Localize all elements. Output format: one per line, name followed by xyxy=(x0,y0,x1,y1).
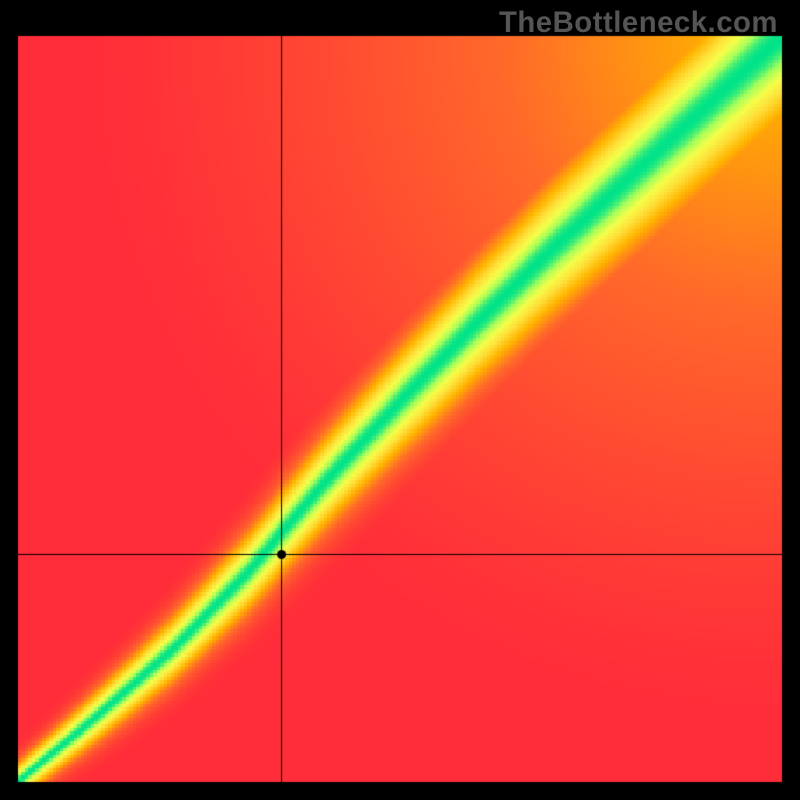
watermark-text: TheBottleneck.com xyxy=(499,6,778,40)
bottleneck-heatmap xyxy=(0,0,800,800)
